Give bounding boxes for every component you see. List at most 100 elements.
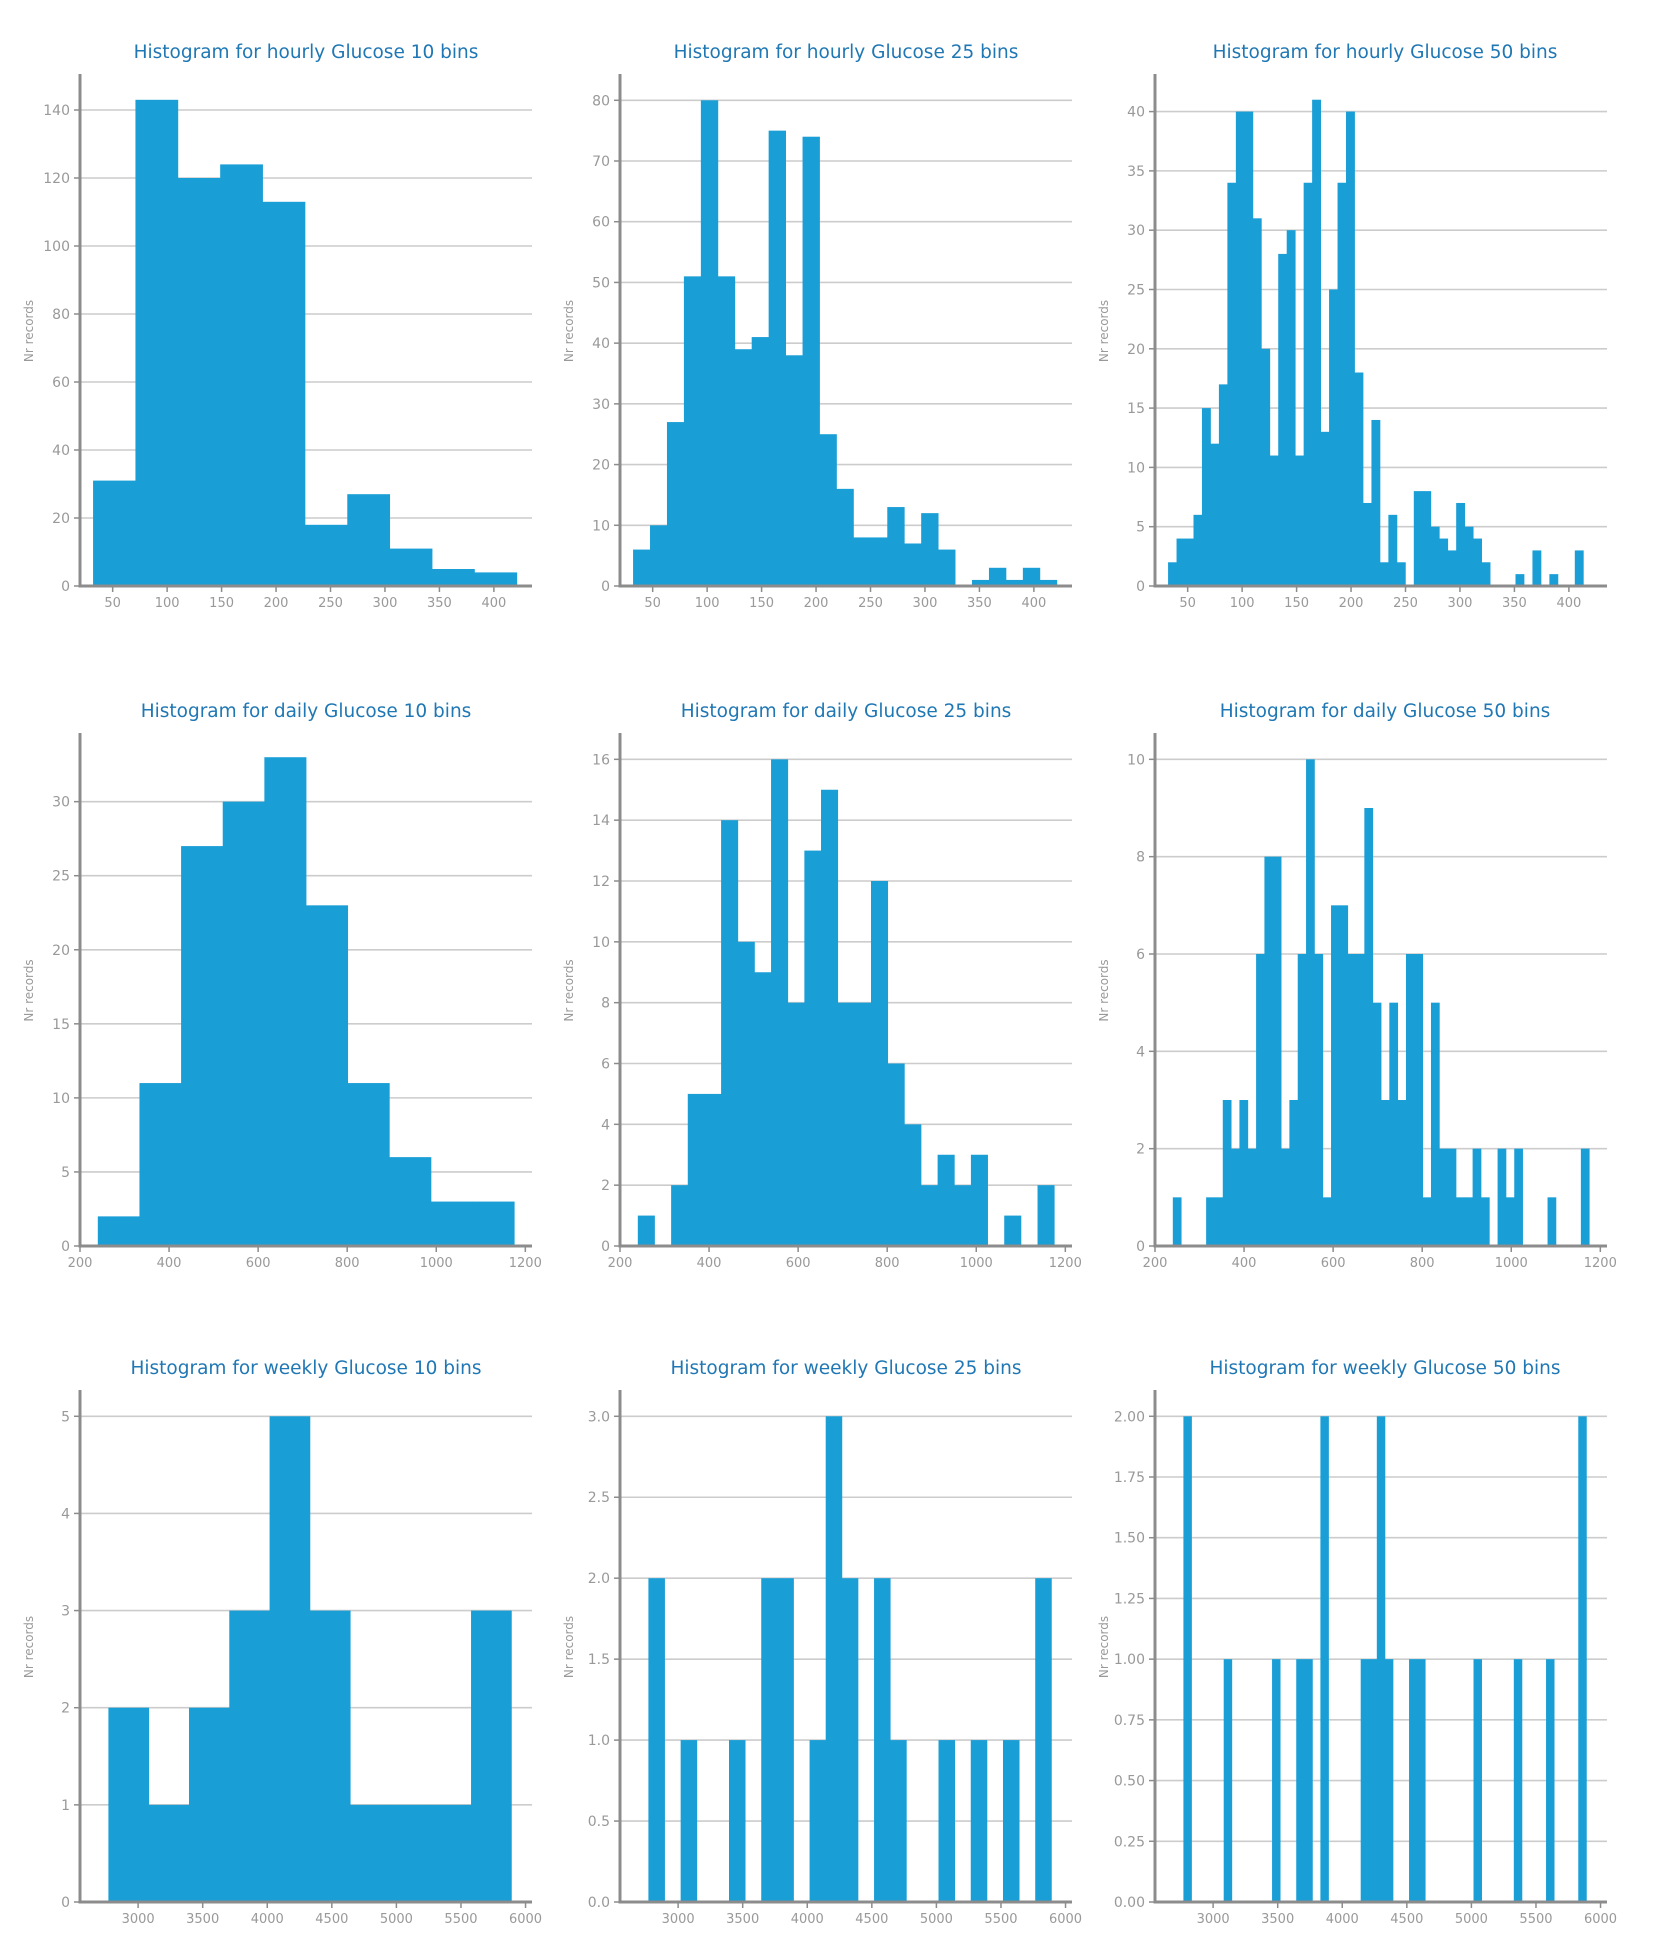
histogram-bar <box>148 1804 190 1902</box>
histogram-bar <box>1405 954 1415 1246</box>
y-tick-label: 0 <box>1136 1239 1145 1255</box>
histogram-bar <box>1384 1659 1394 1902</box>
histogram-bar <box>1422 491 1432 586</box>
y-axis-label: Nr records <box>22 300 36 362</box>
x-tick-label: 400 <box>481 596 506 611</box>
histogram-bar <box>1244 111 1254 587</box>
x-tick-label: 150 <box>1284 596 1309 611</box>
x-tick-label: 6000 <box>1049 1912 1082 1927</box>
histogram-bar <box>700 100 719 587</box>
x-tick-label: 400 <box>1232 1256 1257 1271</box>
histogram-bar <box>802 136 820 586</box>
histogram-bar <box>1356 954 1365 1246</box>
histogram-bar <box>637 1215 655 1246</box>
histogram-bar <box>229 1610 270 1902</box>
histogram-bar <box>1295 455 1305 586</box>
histogram-bar <box>666 422 685 586</box>
histogram-bar <box>1304 1659 1313 1902</box>
x-tick-label: 250 <box>858 596 883 611</box>
y-tick-label: 1.00 <box>1114 1652 1145 1668</box>
histogram-bar <box>1306 759 1315 1246</box>
histogram-bar <box>1497 1148 1507 1246</box>
histogram-bar <box>1396 562 1406 586</box>
histogram-bar <box>1481 562 1491 586</box>
x-tick-label: 300 <box>913 596 938 611</box>
x-tick-label: 4500 <box>315 1912 348 1927</box>
histogram-bar <box>1409 1659 1418 1902</box>
x-tick-label: 200 <box>264 596 289 611</box>
histogram-bar <box>1176 538 1186 586</box>
y-tick-label: 0.50 <box>1114 1774 1145 1790</box>
histogram-bar <box>1168 562 1177 586</box>
chart-title: Histogram for daily Glucose 50 bins <box>1220 701 1551 722</box>
histogram-bar <box>1472 1148 1482 1246</box>
x-tick-label: 150 <box>209 596 234 611</box>
histogram-bar <box>1549 574 1559 586</box>
y-tick-label: 4 <box>601 1117 610 1133</box>
chart-panel-4: Histogram for daily Glucose 10 bins Nr re… <box>22 701 542 1271</box>
y-tick-label: 0.25 <box>1114 1834 1145 1850</box>
y-tick-label: 0.00 <box>1114 1895 1145 1911</box>
x-tick-label: 100 <box>1230 596 1255 611</box>
histogram-bar <box>1346 111 1355 587</box>
histogram-bar <box>1022 567 1041 586</box>
histogram-bar <box>1231 1148 1240 1246</box>
histogram-bar <box>887 507 905 586</box>
histogram-bar <box>1339 905 1349 1246</box>
histogram-bar <box>1455 1197 1465 1246</box>
chart-title: Histogram for hourly Glucose 25 bins <box>674 42 1019 63</box>
histogram-bar <box>1422 1197 1432 1246</box>
histogram-bar <box>1447 1148 1457 1246</box>
histogram-bar <box>1574 550 1584 586</box>
histogram-bar <box>970 1740 988 1902</box>
histogram-bar <box>1185 538 1194 586</box>
histogram-bar <box>1281 1148 1290 1246</box>
histogram-bar <box>1456 502 1466 586</box>
histogram-bar <box>389 1157 432 1246</box>
histogram-bar <box>1222 1100 1232 1246</box>
histogram-bar <box>347 1083 390 1246</box>
y-tick-label: 30 <box>1127 223 1145 239</box>
y-tick-label: 2 <box>61 1701 70 1717</box>
histogram-bar <box>139 1083 182 1246</box>
histogram-bar <box>1371 419 1381 586</box>
histogram-bar <box>93 480 136 586</box>
chart-panel-8: Histogram for weekly Glucose 25 bins Nr r… <box>562 1358 1082 1927</box>
histogram-bar <box>1514 1148 1523 1246</box>
histogram-bar <box>1269 455 1279 586</box>
y-tick-label: 1 <box>61 1798 70 1814</box>
y-tick-label: 0 <box>61 579 70 595</box>
y-tick-label: 80 <box>52 307 70 323</box>
histogram-bar <box>633 549 651 586</box>
y-tick-label: 40 <box>1127 105 1145 121</box>
histogram-bar <box>1037 1185 1055 1246</box>
histogram-bar <box>1172 1197 1182 1246</box>
x-tick-label: 400 <box>1021 596 1046 611</box>
chart-title: Histogram for daily Glucose 10 bins <box>141 701 472 722</box>
y-tick-label: 2 <box>601 1178 610 1194</box>
histogram-bar <box>1035 1578 1052 1902</box>
y-tick-label: 60 <box>52 375 70 391</box>
y-tick-label: 1.25 <box>1114 1591 1145 1607</box>
y-tick-label: 120 <box>43 171 70 187</box>
y-tick-label: 50 <box>592 275 610 291</box>
x-tick-label: 600 <box>1321 1256 1346 1271</box>
y-tick-label: 0 <box>601 1239 610 1255</box>
histogram-bar <box>1397 1100 1407 1246</box>
y-tick-label: 70 <box>592 154 610 170</box>
histogram-bar <box>648 1578 665 1902</box>
x-tick-label: 350 <box>1502 596 1527 611</box>
histogram-bar <box>1239 1100 1249 1246</box>
y-tick-label: 14 <box>592 813 610 829</box>
histogram-bar <box>938 1740 956 1902</box>
y-axis-label: Nr records <box>22 1616 36 1678</box>
histogram-bar <box>1331 905 1340 1246</box>
x-tick-label: 1200 <box>1584 1256 1617 1271</box>
y-tick-label: 2.5 <box>588 1490 610 1506</box>
histogram-bar <box>1201 408 1211 586</box>
x-tick-label: 5000 <box>1455 1912 1488 1927</box>
histogram-bar <box>970 1154 988 1246</box>
y-tick-label: 30 <box>592 397 610 413</box>
chart-panel-3: Histogram for hourly Glucose 50 bins Nr r… <box>1097 42 1607 611</box>
